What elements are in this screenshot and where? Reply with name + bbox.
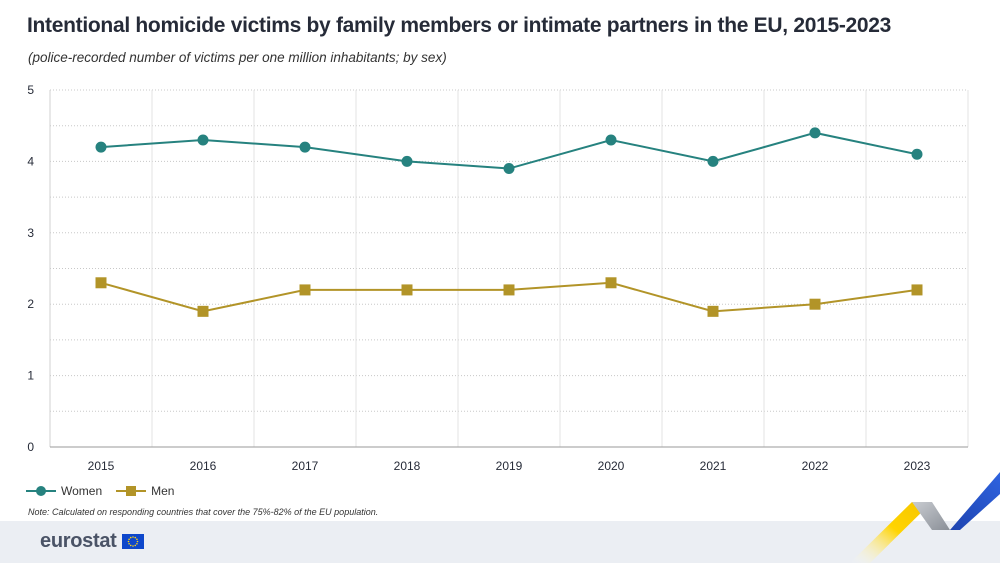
decorative-ribbon-graphic <box>850 472 1000 563</box>
x-tick-label: 2023 <box>904 459 931 473</box>
legend-label-men: Men <box>151 484 175 498</box>
data-point-men <box>707 305 719 317</box>
data-point-women <box>401 155 413 167</box>
y-tick-label: 3 <box>27 226 34 240</box>
legend-marker-women <box>26 486 56 496</box>
data-point-men <box>299 284 311 296</box>
data-point-women <box>197 134 209 146</box>
x-tick-label: 2019 <box>496 459 523 473</box>
x-tick-label: 2020 <box>598 459 625 473</box>
data-point-men <box>605 277 617 289</box>
legend-marker-men <box>116 486 147 496</box>
y-tick-label: 5 <box>27 83 34 97</box>
eu-flag-icon <box>121 534 144 549</box>
y-tick-label: 0 <box>27 440 34 454</box>
chart-title: Intentional homicide victims by family m… <box>27 14 892 37</box>
x-tick-label: 2017 <box>292 459 319 473</box>
x-tick-label: 2018 <box>394 459 421 473</box>
y-tick-label: 4 <box>27 154 34 168</box>
data-point-men <box>95 277 107 289</box>
data-point-women <box>911 148 923 160</box>
brand-name: eurostat <box>40 530 117 552</box>
data-point-women <box>707 155 719 167</box>
data-point-men <box>503 284 515 296</box>
y-tick-label: 2 <box>27 297 34 311</box>
x-tick-label: 2021 <box>700 459 727 473</box>
footer-bar <box>0 521 1000 563</box>
data-point-men <box>911 284 923 296</box>
legend-item-women[interactable]: Women <box>26 484 102 498</box>
data-point-women <box>809 127 821 139</box>
legend-item-men[interactable]: Men <box>116 484 174 498</box>
x-tick-label: 2016 <box>190 459 217 473</box>
data-point-men <box>401 284 413 296</box>
data-point-men <box>809 298 821 310</box>
y-tick-label: 1 <box>27 369 34 383</box>
x-tick-label: 2015 <box>88 459 115 473</box>
data-point-women <box>503 163 515 175</box>
data-point-women <box>605 134 617 146</box>
data-point-women <box>299 141 311 153</box>
eurostat-logo: eurostat <box>40 530 144 553</box>
chart-subtitle: (police-recorded number of victims per o… <box>28 50 447 65</box>
legend-label-women: Women <box>61 484 103 498</box>
chart-legend: Women Men <box>26 484 174 498</box>
data-point-men <box>197 305 209 317</box>
data-point-women <box>95 141 107 153</box>
x-tick-label: 2022 <box>802 459 829 473</box>
line-chart: 0 1 2 3 4 5 2015 2016 2017 2018 2019 2020 2021 2022 20… <box>27 83 969 473</box>
chart-note: Note: Calculated on responding countries… <box>28 507 379 517</box>
